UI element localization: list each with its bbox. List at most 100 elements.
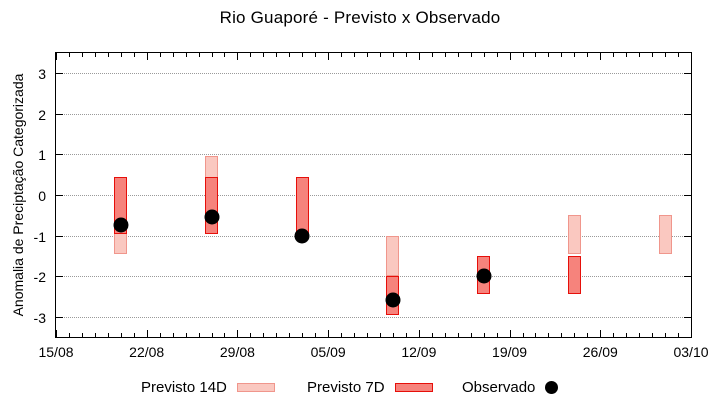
y-tick-left: [56, 195, 63, 196]
y-tick-label: 1: [38, 147, 46, 164]
y-tick-label: 2: [38, 106, 46, 123]
x-major-tick-bottom: [237, 330, 239, 337]
x-minor-tick-top: [392, 53, 394, 57]
x-minor-tick-bottom: [68, 333, 70, 337]
y-gridline: [56, 73, 691, 75]
x-minor-tick-top: [379, 53, 381, 57]
x-minor-tick-bottom: [522, 333, 524, 337]
x-minor-tick-bottom: [107, 333, 109, 337]
y-gridline: [56, 235, 691, 237]
x-minor-tick-top: [613, 53, 615, 57]
y-tick-label: -1: [33, 228, 46, 245]
x-minor-tick-top: [211, 53, 213, 57]
x-minor-tick-top: [263, 53, 265, 57]
y-tick-left: [56, 235, 63, 237]
x-minor-tick-bottom: [263, 333, 265, 337]
y-gridline: [56, 316, 691, 318]
x-minor-tick-top: [107, 53, 109, 57]
previsto-7d-bar: [567, 255, 581, 295]
observado-dot: [204, 209, 219, 225]
x-tick-label: 19/09: [492, 344, 528, 360]
y-tick-label: 3: [38, 66, 46, 83]
x-minor-tick-bottom: [613, 333, 615, 337]
x-minor-tick-bottom: [172, 333, 174, 337]
x-major-tick-bottom: [328, 330, 330, 337]
x-minor-tick-top: [354, 53, 356, 57]
y-tick-left: [56, 73, 63, 75]
y-tick-right: [684, 154, 691, 156]
x-minor-tick-top: [678, 53, 680, 57]
x-minor-tick-top: [302, 53, 304, 57]
x-major-tick-top: [328, 53, 330, 60]
x-minor-tick-top: [639, 53, 641, 57]
x-tick-label: 26/09: [582, 344, 618, 360]
x-major-tick-bottom: [56, 330, 57, 337]
x-minor-tick-bottom: [185, 333, 187, 337]
x-minor-tick-top: [224, 53, 226, 57]
y-tick-right: [684, 73, 691, 75]
x-minor-tick-top: [483, 53, 485, 57]
x-minor-tick-bottom: [211, 333, 213, 337]
x-minor-tick-bottom: [548, 333, 550, 337]
y-tick-left: [56, 316, 63, 318]
x-minor-tick-bottom: [224, 333, 226, 337]
x-minor-tick-top: [315, 53, 317, 57]
x-minor-tick-bottom: [561, 333, 563, 337]
legend-swatch-previsto-7d: [394, 382, 433, 392]
x-minor-tick-bottom: [626, 333, 628, 337]
observado-dot: [385, 292, 401, 308]
x-minor-tick-bottom: [159, 333, 161, 337]
previsto-14d-bar: [386, 235, 400, 277]
x-minor-tick-bottom: [367, 333, 369, 337]
x-tick-label: 22/08: [129, 344, 165, 360]
x-major-tick-bottom: [691, 330, 692, 337]
y-tick-left: [56, 276, 63, 278]
x-minor-tick-top: [522, 53, 524, 57]
x-minor-tick-bottom: [392, 333, 394, 337]
previsto-7d-bar: [295, 176, 309, 234]
y-tick-left: [56, 154, 63, 156]
x-minor-tick-top: [548, 53, 550, 57]
legend-item-previsto-7d: Previsto 7D: [307, 377, 433, 397]
y-tick-label: -3: [33, 309, 46, 326]
y-tick-right: [684, 235, 691, 237]
x-minor-tick-top: [652, 53, 654, 57]
x-tick-label: 05/09: [310, 344, 346, 360]
previsto-7d-bar: [205, 176, 218, 234]
x-minor-tick-bottom: [341, 333, 343, 337]
x-major-tick-top: [237, 53, 239, 60]
legend-dot-observado: [545, 380, 559, 394]
x-minor-tick-top: [561, 53, 563, 57]
x-minor-tick-top: [68, 53, 70, 57]
x-minor-tick-bottom: [652, 333, 654, 337]
x-minor-tick-bottom: [379, 333, 381, 337]
x-minor-tick-top: [276, 53, 278, 57]
x-minor-tick-bottom: [289, 333, 291, 337]
y-tick-label: -2: [33, 269, 46, 286]
x-minor-tick-top: [159, 53, 161, 57]
x-major-tick-bottom: [600, 330, 602, 337]
observado-dot: [113, 217, 129, 233]
x-minor-tick-bottom: [457, 333, 459, 337]
y-tick-right: [684, 195, 691, 196]
y-gridline: [56, 276, 691, 278]
x-minor-tick-bottom: [535, 333, 537, 337]
x-minor-tick-bottom: [276, 333, 278, 337]
x-minor-tick-top: [94, 53, 96, 57]
x-major-tick-bottom: [509, 330, 511, 337]
x-minor-tick-bottom: [120, 333, 122, 337]
legend-swatch-previsto-14d: [236, 382, 275, 392]
x-minor-tick-bottom: [678, 333, 680, 337]
x-minor-tick-top: [81, 53, 83, 57]
x-major-tick-top: [600, 53, 602, 60]
x-minor-tick-top: [405, 53, 407, 57]
x-tick-label: 12/09: [401, 344, 437, 360]
x-minor-tick-top: [496, 53, 498, 57]
x-minor-tick-bottom: [405, 333, 407, 337]
legend-label: Previsto 14D: [141, 378, 227, 396]
x-minor-tick-top: [172, 53, 174, 57]
x-minor-tick-top: [665, 53, 667, 57]
plot-area: [55, 52, 692, 338]
y-gridline: [56, 154, 691, 156]
